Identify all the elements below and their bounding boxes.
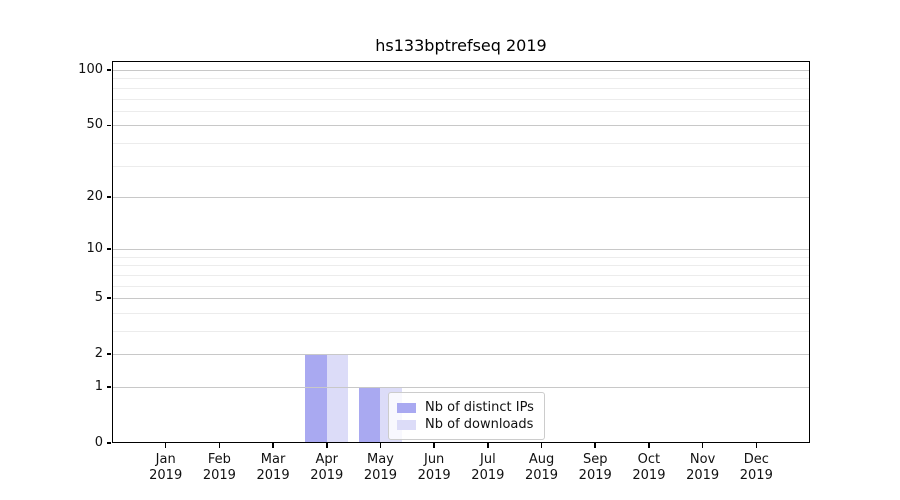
y-tick-label: 20 xyxy=(86,188,103,204)
legend-label-downloads: Nb of downloads xyxy=(425,417,534,432)
x-tick xyxy=(272,443,274,448)
gridline-major xyxy=(112,354,810,356)
x-tick xyxy=(487,443,489,448)
y-tick-label: 100 xyxy=(78,62,103,78)
gridline-minor xyxy=(112,98,810,100)
gridline-minor xyxy=(112,78,810,80)
bar xyxy=(326,354,349,443)
x-tick xyxy=(326,443,328,448)
chart-title: hs133bptrefseq 2019 xyxy=(375,36,547,55)
legend-label-distinct-ips: Nb of distinct IPs xyxy=(425,400,534,415)
gridline-minor xyxy=(112,265,810,267)
legend-swatch-distinct-ips xyxy=(397,402,416,413)
x-tick-label: Dec 2019 xyxy=(739,452,773,483)
x-tick xyxy=(594,443,596,448)
gridline-major xyxy=(112,70,810,72)
y-tick-label: 50 xyxy=(86,117,103,133)
y-tick xyxy=(106,353,111,355)
x-tick-label: Sep 2019 xyxy=(578,452,612,483)
x-tick-label: Mar 2019 xyxy=(256,452,290,483)
x-tick xyxy=(648,443,650,448)
gridline-major xyxy=(112,196,810,198)
gridline-minor xyxy=(112,165,810,167)
gridline-minor xyxy=(112,110,810,112)
gridline-major xyxy=(112,386,810,388)
gridline-minor xyxy=(112,87,810,89)
y-tick-label: 10 xyxy=(86,241,103,257)
y-tick xyxy=(106,69,111,71)
gridline-minor xyxy=(112,274,810,276)
x-tick xyxy=(164,443,167,448)
x-tick xyxy=(379,443,382,448)
gridline-minor xyxy=(112,256,810,258)
y-tick xyxy=(106,297,111,299)
gridline-minor xyxy=(112,312,810,314)
x-tick-label: Aug 2019 xyxy=(524,452,559,483)
x-tick xyxy=(755,443,758,448)
y-tick-label: 0 xyxy=(94,435,103,450)
x-tick-label: Apr 2019 xyxy=(310,452,344,483)
y-tick-label: 5 xyxy=(94,290,103,306)
legend-item-downloads: Nb of downloads xyxy=(397,416,534,433)
bar xyxy=(305,354,327,443)
plot-area: Nb of distinct IPs Nb of downloads xyxy=(112,61,810,443)
gridline-major xyxy=(112,249,810,251)
gridline-minor xyxy=(112,285,810,287)
y-tick xyxy=(106,196,111,198)
x-tick xyxy=(433,443,435,448)
gridline-minor xyxy=(112,142,810,144)
bar xyxy=(358,386,381,443)
y-tick xyxy=(106,386,111,388)
y-tick xyxy=(106,248,111,250)
x-tick-label: Jan 2019 xyxy=(149,452,183,483)
plot-frame xyxy=(112,61,810,443)
gridline-major xyxy=(112,125,810,127)
y-tick-label: 2 xyxy=(94,346,103,362)
x-tick-label: Feb 2019 xyxy=(202,452,236,483)
x-tick-label: Oct 2019 xyxy=(632,452,666,483)
gridline-major xyxy=(112,298,810,300)
y-tick xyxy=(106,124,111,127)
legend-swatch-downloads xyxy=(397,419,416,430)
x-tick xyxy=(701,443,704,448)
legend: Nb of distinct IPs Nb of downloads xyxy=(388,392,545,440)
gridline-minor xyxy=(112,330,810,332)
x-tick-label: Jul 2019 xyxy=(471,452,505,483)
legend-item-distinct-ips: Nb of distinct IPs xyxy=(397,399,534,416)
x-tick-label: May 2019 xyxy=(363,452,397,483)
x-tick xyxy=(218,443,221,448)
x-tick xyxy=(540,443,543,448)
y-tick-label: 1 xyxy=(94,378,103,394)
x-tick-label: Nov 2019 xyxy=(686,452,720,483)
x-tick-label: Jun 2019 xyxy=(417,452,451,483)
y-tick xyxy=(106,442,111,444)
